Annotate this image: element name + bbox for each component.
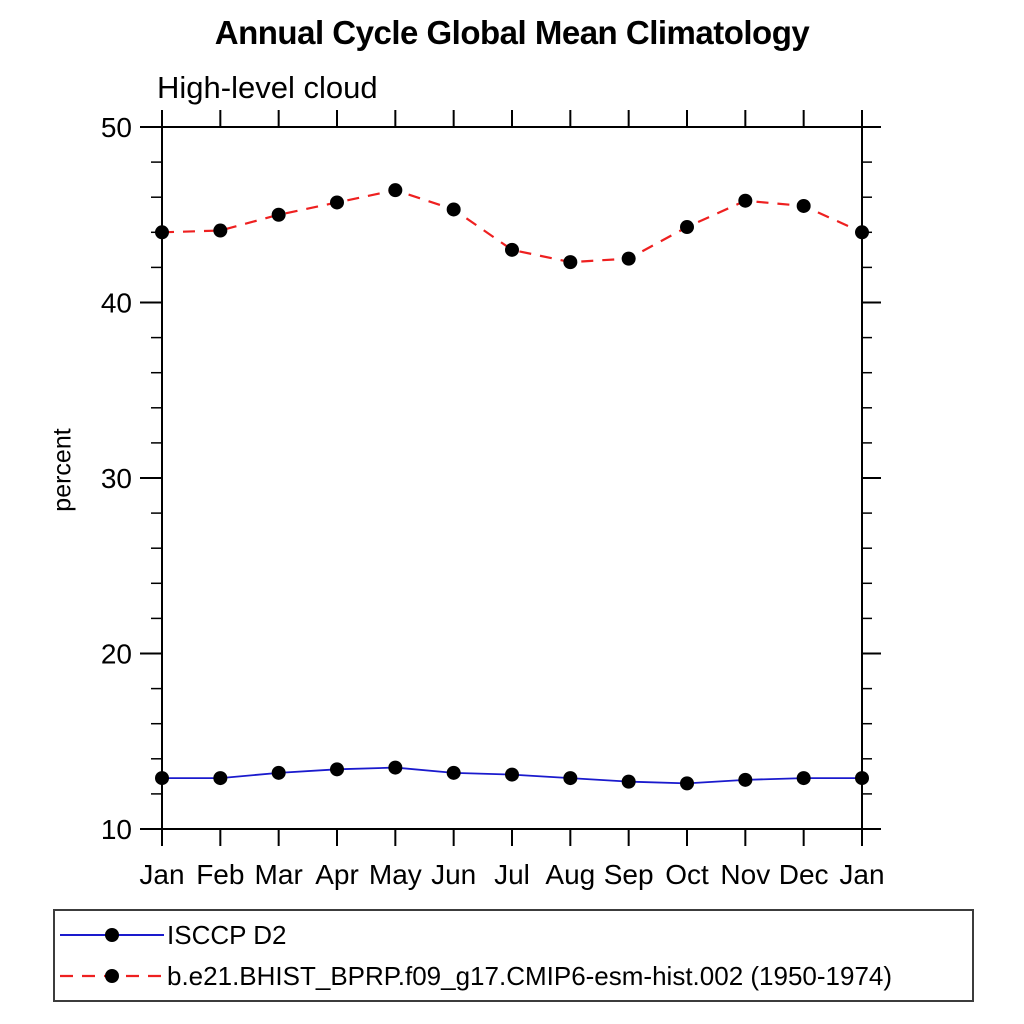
data-point xyxy=(271,207,286,222)
x-tick-label: May xyxy=(369,859,422,890)
data-point xyxy=(796,771,811,786)
data-point xyxy=(738,772,753,787)
x-tick-label: Mar xyxy=(255,859,303,890)
x-tick-label: Aug xyxy=(545,859,595,890)
x-tick-label: Jul xyxy=(494,859,530,890)
plot-frame xyxy=(161,126,863,830)
y-tick-label: 50 xyxy=(101,112,132,143)
x-tick-label: Jan xyxy=(139,859,184,890)
x-tick-label: Dec xyxy=(779,859,829,890)
data-point xyxy=(505,242,519,257)
data-point xyxy=(271,765,286,780)
data-point xyxy=(621,774,636,789)
y-tick-label: 30 xyxy=(101,463,132,494)
y-tick-label: 40 xyxy=(101,288,132,319)
data-point xyxy=(446,765,461,780)
data-point xyxy=(855,771,869,786)
series-isccp-d2 xyxy=(155,760,869,791)
legend-label-model: b.e21.BHIST_BPRP.f09_g17.CMIP6-esm-hist.… xyxy=(167,960,893,991)
x-tick-label: Jan xyxy=(839,859,884,890)
x-tick-label: Feb xyxy=(196,859,244,890)
axes xyxy=(140,110,881,846)
data-point xyxy=(796,198,811,213)
legend-label-observation: ISCCP D2 xyxy=(167,919,287,950)
data-point xyxy=(680,776,694,791)
data-point xyxy=(388,760,403,775)
data-point xyxy=(505,767,519,782)
x-tick-label: Oct xyxy=(665,859,709,890)
data-point xyxy=(213,771,228,786)
legend-item-observation: ISCCP D2 xyxy=(60,915,972,956)
data-point xyxy=(563,255,578,270)
legend-item-model: b.e21.BHIST_BPRP.f09_g17.CMIP6-esm-hist.… xyxy=(60,956,972,997)
data-point xyxy=(330,762,344,777)
legend-swatch-solid-line xyxy=(60,928,164,942)
data-point xyxy=(388,183,403,198)
chart-subtitle: High-level cloud xyxy=(157,70,378,105)
series-model xyxy=(155,183,869,270)
x-tick-label: Sep xyxy=(604,859,654,890)
data-point xyxy=(330,195,344,210)
y-tick-label: 10 xyxy=(101,814,132,845)
data-point xyxy=(621,251,636,266)
data-point xyxy=(446,202,461,217)
data-point xyxy=(213,223,228,238)
data-point xyxy=(855,225,869,240)
x-tick-label: Jun xyxy=(431,859,476,890)
legend-swatch-dashed-line xyxy=(60,969,164,983)
x-tick-label: Nov xyxy=(720,859,770,890)
x-tick-label: Apr xyxy=(315,859,359,890)
data-point xyxy=(738,193,753,208)
y-tick-label: 20 xyxy=(101,639,132,670)
data-point xyxy=(563,771,578,786)
legend: ISCCP D2 b.e21.BHIST_BPRP.f09_g17.CMIP6-… xyxy=(53,909,974,1002)
chart-title: Annual Cycle Global Mean Climatology xyxy=(214,14,810,51)
data-point xyxy=(155,225,169,240)
data-point xyxy=(155,771,169,786)
data-point xyxy=(680,220,694,235)
